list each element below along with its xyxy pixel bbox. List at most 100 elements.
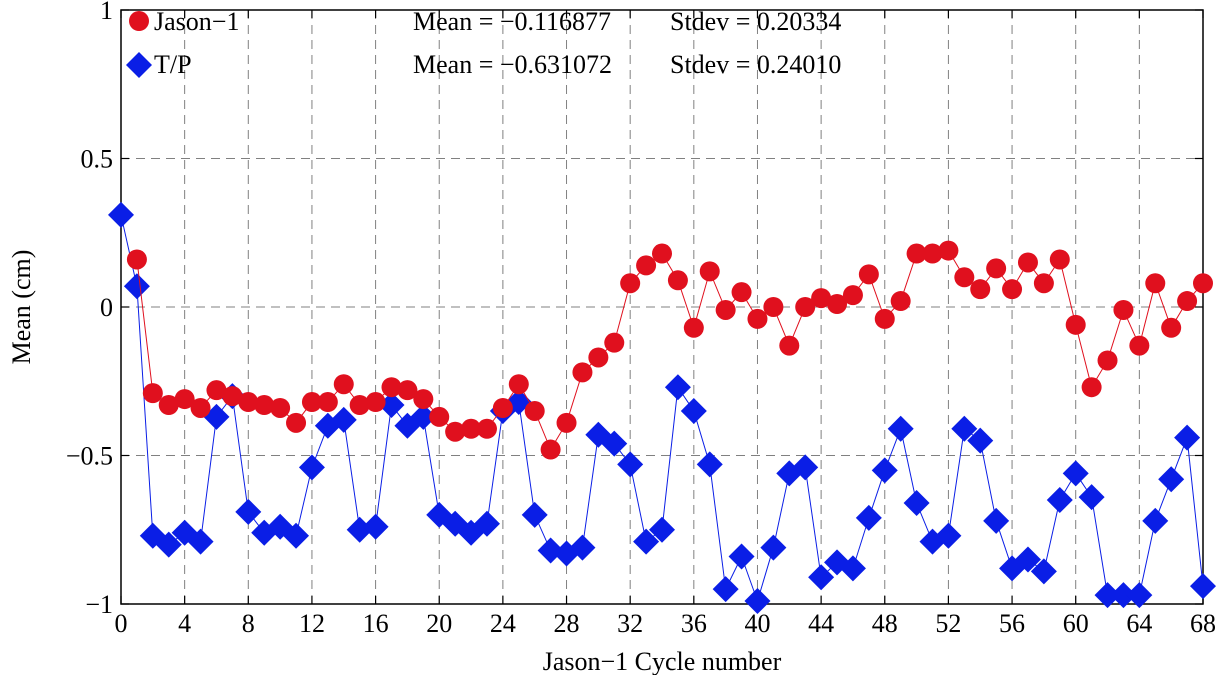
tp-data-point	[155, 531, 182, 558]
legend-jason-marker	[129, 11, 149, 31]
tp-data-point	[1142, 507, 1169, 534]
jason-data-point	[397, 380, 418, 401]
jason-data-point	[890, 291, 911, 312]
tp-data-point	[649, 516, 675, 543]
tp-data-point	[1062, 460, 1089, 487]
y-tick-label: −1	[85, 590, 113, 619]
x-tick-label: 36	[681, 609, 707, 638]
tp-mean-annotation: Mean = −0.631072	[413, 50, 612, 79]
tp-data-point	[808, 564, 835, 591]
legend-tp-label: T/P	[154, 50, 192, 79]
y-tick-label: −0.5	[66, 442, 113, 471]
jason-data-point	[461, 418, 482, 439]
jason-data-point	[508, 374, 529, 395]
jason-data-point	[429, 406, 450, 427]
jason-data-point	[731, 282, 752, 303]
jason-data-point	[238, 392, 259, 413]
tp-data-point	[187, 528, 214, 555]
jason-data-point	[556, 412, 577, 433]
jason-data-point	[747, 308, 768, 329]
jason-data-point	[954, 267, 975, 288]
jason-data-point	[158, 395, 179, 416]
tp-data-point	[871, 457, 898, 484]
tp-data-point	[967, 427, 994, 454]
jason-data-point	[827, 294, 848, 315]
jason-data-point	[683, 317, 704, 338]
tp-data-point	[1030, 558, 1057, 585]
legend-jason-label: Jason−1	[154, 7, 239, 36]
jason-data-point	[938, 240, 959, 261]
y-axis-label: Mean (cm)	[7, 250, 36, 365]
x-tick-label: 48	[872, 609, 898, 638]
legend: Jason−1 T/P	[126, 7, 239, 79]
tp-data-point	[1158, 466, 1185, 493]
jason-data-point	[445, 421, 466, 442]
jason-data-point	[1081, 377, 1102, 398]
jason-data-point	[126, 249, 147, 270]
jason-data-point	[1097, 350, 1118, 371]
axis-ticks: 0 4 8 12 16 20 24 28 32 36 40 44 48 52 56 60 64 68−1−0.50…	[66, 0, 1216, 638]
y-tick-label: 1	[100, 0, 113, 25]
jason-data-point	[1017, 252, 1038, 273]
tp-data-point	[123, 273, 150, 300]
tp-data-point	[696, 451, 723, 478]
jason-data-point	[922, 243, 943, 264]
tp-data-point	[887, 415, 914, 442]
jason-data-point	[142, 383, 163, 404]
tp-stdev-annotation: Stdev = 0.24010	[670, 50, 841, 79]
tp-data-point	[935, 522, 962, 549]
tp-data-point	[1110, 582, 1137, 609]
jason-data-point	[1129, 335, 1150, 356]
x-tick-label: 60	[1063, 609, 1089, 638]
legend-tp-marker	[126, 52, 152, 78]
y-tick-label: 0	[100, 293, 113, 322]
jason-data-point	[381, 377, 402, 398]
jason-data-point	[795, 297, 816, 317]
tp-data-point	[1046, 487, 1073, 514]
tp-data-point	[410, 403, 437, 430]
tp-data-point	[792, 454, 819, 481]
tp-data-point	[617, 451, 644, 478]
jason-data-point	[604, 332, 625, 353]
tp-data-point	[664, 374, 691, 401]
jason-data-point	[349, 395, 370, 416]
tp-data-point	[1094, 582, 1121, 609]
x-tick-label: 64	[1126, 609, 1152, 638]
y-tick-label: 0.5	[81, 145, 114, 174]
jason-data-point	[652, 243, 672, 264]
jason-stdev-annotation: Stdev = 0.20334	[670, 7, 841, 36]
tp-data-point	[633, 528, 660, 555]
jason-data-point	[636, 255, 657, 276]
jason-data-point	[1113, 299, 1134, 320]
tp-data-point	[680, 397, 707, 424]
x-tick-label: 56	[999, 609, 1025, 638]
jason-data-point	[588, 347, 609, 368]
jason-data-point	[222, 386, 243, 407]
x-tick-label: 24	[490, 609, 516, 638]
jason-data-point	[1145, 273, 1166, 294]
x-tick-label: 4	[178, 609, 191, 638]
x-tick-label: 20	[426, 609, 452, 638]
tp-data-point	[108, 201, 134, 228]
jason-data-point	[572, 362, 593, 383]
x-tick-label: 32	[617, 609, 643, 638]
jason-data-point	[1065, 314, 1086, 335]
jason-data-point	[811, 288, 832, 309]
jason-data-point	[667, 270, 688, 291]
tp-data-point	[330, 406, 357, 433]
jason-data-point	[1161, 317, 1182, 338]
jason-data-point	[286, 412, 307, 433]
jason-data-point	[986, 258, 1007, 279]
x-tick-label: 68	[1190, 609, 1216, 638]
jason-data-point	[476, 418, 497, 439]
x-tick-label: 44	[808, 609, 834, 638]
jason-data-point	[1002, 279, 1023, 300]
jason-data-point	[1033, 273, 1054, 294]
tp-data-point	[951, 415, 978, 442]
tp-data-point	[1190, 573, 1216, 600]
jason-data-point	[413, 389, 434, 410]
tp-data-point	[601, 430, 628, 457]
tp-data-point	[855, 504, 882, 531]
jason-data-point	[333, 374, 354, 395]
